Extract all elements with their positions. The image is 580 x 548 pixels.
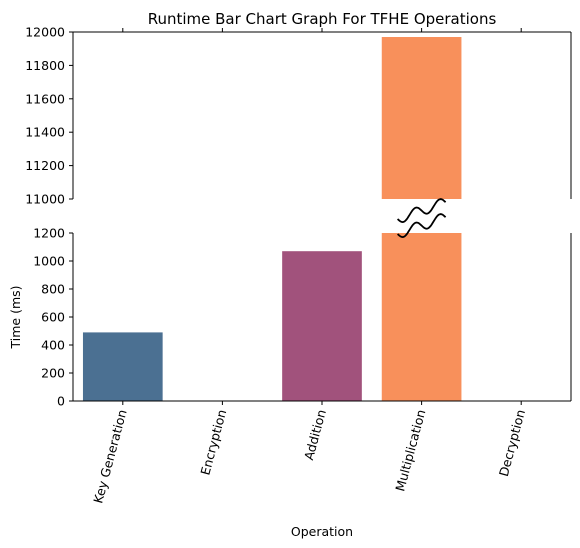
upper-y-tick-label: 11200 [25, 158, 65, 173]
x-tick-label: Decryption [496, 408, 528, 478]
break-wave-bottom [396, 213, 447, 239]
x-tick-label: Addition [301, 408, 329, 462]
x-tick-label: Key Generation [90, 408, 129, 505]
lower-y-tick-label: 1200 [33, 226, 65, 241]
x-tick-label: Multiplication [392, 408, 428, 493]
chart-title: Runtime Bar Chart Graph For TFHE Operati… [148, 10, 497, 28]
x-axis-label: Operation [291, 524, 353, 539]
x-tick-label: Encryption [197, 408, 229, 477]
axis-break-marks [396, 198, 447, 239]
bar-multiplication-upper [381, 37, 462, 200]
upper-y-tick-label: 11000 [25, 192, 65, 207]
upper-y-tick-label: 11600 [25, 91, 65, 106]
lower-y-tick-label: 1000 [33, 254, 65, 269]
lower-y-tick-label: 600 [41, 310, 65, 325]
break-wave-top [396, 198, 447, 224]
upper-panel: 11000 11200 11400 11600 11800 12000 [25, 25, 572, 207]
lower-y-tick-label: 200 [41, 366, 65, 381]
lower-panel: 0 200 400 600 800 1000 1200 Key Generation Encry… [33, 226, 572, 505]
lower-y-tick-label: 400 [41, 338, 65, 353]
lower-y-tick-label: 0 [57, 394, 65, 409]
upper-y-tick-label: 11800 [25, 58, 65, 73]
upper-y-tick-label: 11400 [25, 125, 65, 140]
upper-y-tick-label: 12000 [25, 25, 65, 40]
y-axis-label: Time (ms) [8, 285, 23, 349]
lower-y-tick-label: 800 [41, 282, 65, 297]
bar-multiplication [381, 233, 462, 401]
bar-addition [282, 251, 362, 401]
bar-key-generation [82, 332, 163, 401]
